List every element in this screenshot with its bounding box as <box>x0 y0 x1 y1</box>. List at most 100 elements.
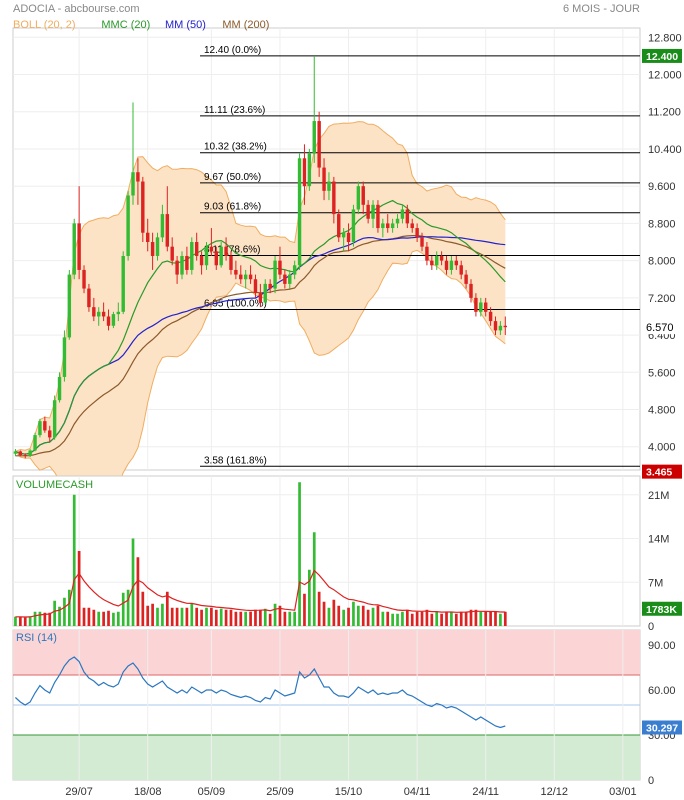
volume-bar <box>38 611 42 626</box>
x-tick-label: 12/12 <box>541 786 569 798</box>
candle-body <box>126 195 130 256</box>
volume-bar <box>391 613 394 626</box>
candle-body <box>62 337 67 377</box>
volume-bar <box>102 611 105 626</box>
candle-body <box>199 255 204 266</box>
chart-header-period: 6 MOIS - JOUR <box>563 3 640 15</box>
price-tick-label: 9.600 <box>648 181 676 193</box>
candle-body <box>43 421 47 431</box>
x-tick-label: 03/01 <box>609 786 637 798</box>
candle-body <box>474 297 478 312</box>
volume-bar <box>332 599 336 626</box>
rsi-oversold-zone <box>13 735 640 780</box>
volume-bar <box>141 591 145 626</box>
fib-label: 9.03 (61.8%) <box>204 202 261 213</box>
volume-bar <box>337 605 341 626</box>
candle-body <box>356 186 361 210</box>
candle-body <box>175 260 179 275</box>
candle-body <box>469 283 473 298</box>
candle-body <box>204 246 209 266</box>
candle-body <box>278 260 282 275</box>
candle-body <box>454 260 459 266</box>
candle-body <box>292 265 297 275</box>
candle-body <box>415 228 419 238</box>
volume-bar <box>190 603 194 626</box>
volume-bar <box>283 611 287 626</box>
volume-bar <box>116 611 120 626</box>
volume-bar <box>440 613 443 626</box>
volume-bar <box>219 608 223 626</box>
candle-body <box>229 255 233 270</box>
candle-body <box>67 274 72 338</box>
rsi-tick-label: 90.00 <box>648 640 676 652</box>
volume-bar <box>430 613 434 626</box>
volume-bar <box>435 611 439 626</box>
candle-body <box>214 251 218 266</box>
candle-body <box>376 204 380 229</box>
candle-body <box>479 302 483 312</box>
volume-bar <box>205 607 208 626</box>
volume-tick-label: 7M <box>648 577 663 589</box>
candle-body <box>425 246 429 261</box>
candle-body <box>121 255 125 312</box>
volume-bar <box>273 603 277 626</box>
x-tick-label: 15/10 <box>335 786 363 798</box>
candle-body <box>361 186 365 205</box>
volume-bar <box>474 609 478 626</box>
x-tick-label: 25/09 <box>266 786 294 798</box>
candle-body <box>243 274 248 280</box>
last-price-tag: 12.400 <box>646 51 678 63</box>
volume-bar <box>185 607 189 626</box>
candle-body <box>150 242 155 256</box>
volume-bar <box>195 607 199 626</box>
candle-body <box>131 172 135 196</box>
volume-panel: 21M 14M 7M 0 VOLUMECASH 1783K <box>12 475 682 633</box>
candle-body <box>258 293 263 303</box>
volume-bar <box>327 607 331 626</box>
volume-bar <box>415 611 419 626</box>
volume-bar <box>14 616 17 626</box>
volume-ma-line <box>15 569 506 618</box>
candle-body <box>322 167 326 191</box>
price-tick-label: 4.000 <box>648 442 676 454</box>
fib-label: 10.32 (38.2%) <box>204 142 267 153</box>
candle-body <box>435 255 439 266</box>
volume-bar <box>317 591 321 626</box>
candle-body <box>97 311 101 317</box>
volume-bar <box>410 613 414 626</box>
volume-bar <box>303 593 306 626</box>
candle-body <box>106 316 111 326</box>
fib-label: 6.95 (100.0%) <box>204 298 267 309</box>
fib-bottom-tag-bg <box>642 464 682 479</box>
candle-body <box>288 274 292 284</box>
candle-body <box>366 204 370 219</box>
volume-bar <box>131 538 135 626</box>
candle-body <box>141 181 145 233</box>
rsi-title: RSI (14) <box>16 632 57 644</box>
candle-body <box>488 311 493 322</box>
legend-entry: MM (50) <box>165 19 206 31</box>
candle-body <box>420 237 424 247</box>
volume-bar <box>234 611 238 626</box>
candle-body <box>371 204 375 219</box>
volume-bar <box>464 611 468 626</box>
rsi-tick-label: 60.00 <box>648 685 676 697</box>
volume-bar <box>249 611 252 626</box>
volume-bar <box>77 551 81 626</box>
legend-entry: MM (200) <box>222 19 269 31</box>
volume-bar <box>489 611 492 626</box>
candle-body <box>165 214 170 247</box>
candle-body <box>194 242 199 256</box>
candle-body <box>302 158 307 187</box>
x-tick-label: 18/08 <box>134 786 162 798</box>
rsi-tag-bg <box>642 720 682 735</box>
candle-body <box>101 311 106 317</box>
candle-body <box>239 274 243 280</box>
candle-body <box>386 223 390 229</box>
fib-bottom-tag: 3.465 <box>646 467 672 479</box>
candle-body <box>400 209 405 219</box>
volume-bar <box>87 607 91 626</box>
volume-tick-label: 0 <box>648 621 654 633</box>
